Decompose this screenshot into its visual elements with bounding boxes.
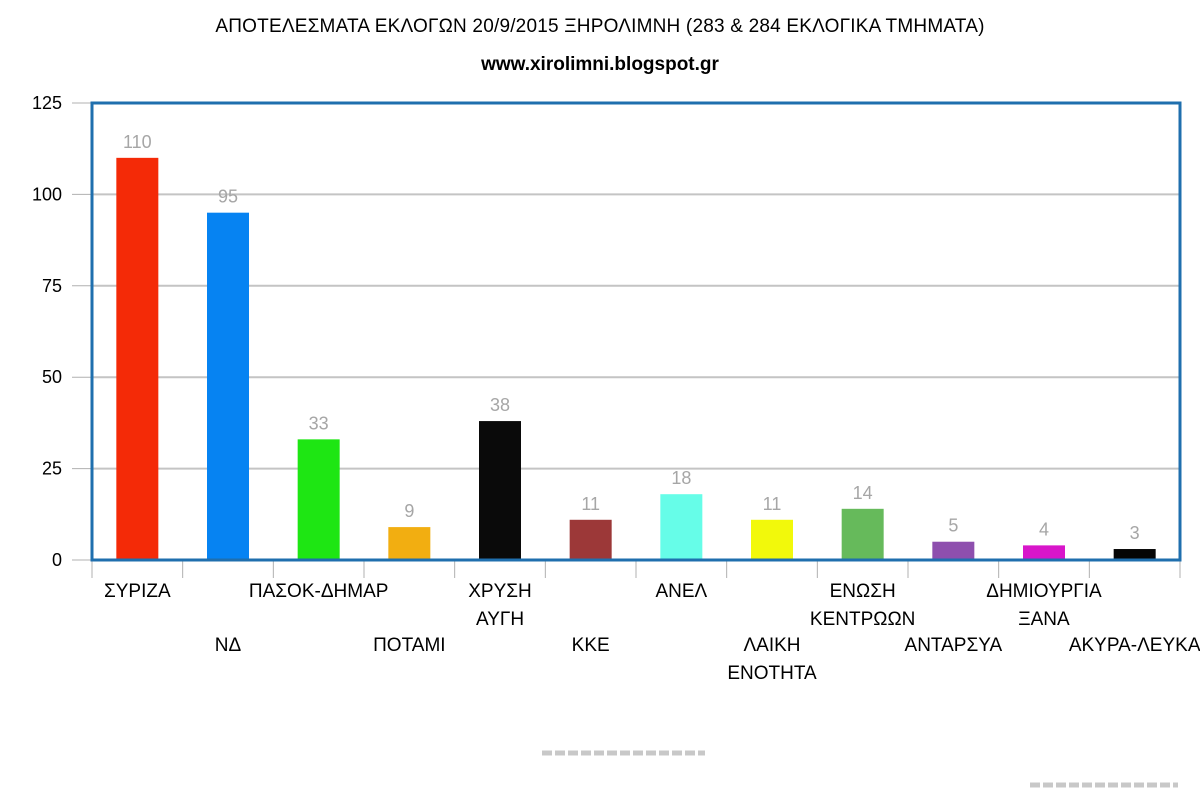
y-tick-label: 75 [42,276,62,296]
data-label: 5 [948,516,958,536]
data-label: 14 [853,483,873,503]
data-label: 95 [218,187,238,207]
bar [479,421,521,560]
x-category-label: ΠΑΣΟΚ-ΔΗΜΑΡ [249,581,389,602]
bar [388,527,431,560]
x-category-label: ΑΥΓΗ [476,609,524,630]
data-label: 9 [404,501,414,521]
x-category-label: ΞΑΝΑ [1018,609,1070,630]
x-category-label: ΕΝΟΤΗΤΑ [727,663,817,684]
y-tick-label: 125 [32,93,62,113]
bar [1023,545,1065,560]
bar [116,157,159,560]
data-label: 33 [309,413,329,433]
x-category-label: ΠΟΤΑΜΙ [373,635,445,656]
bar [207,212,249,560]
x-category-label: ΧΡΥΣΗ [468,581,532,602]
bar [1113,549,1156,560]
x-category-label: ΚΕΝΤΡΩΩΝ [810,609,915,630]
x-category-label: ΑΚΥΡΑ-ΛΕΥΚΑ [1069,635,1200,656]
x-category-label: ΔΗΜΙΟΥΡΓΙΑ [986,581,1102,602]
x-category-label: ΚΚΕ [572,635,610,656]
data-label: 110 [123,132,152,152]
x-category-label: ΕΝΩΣΗ [830,581,896,602]
y-tick-label: 25 [42,459,62,479]
data-label: 38 [490,395,510,415]
y-tick-label: 0 [52,550,62,570]
x-category-label: ΣΥΡΙΖΑ [104,581,171,602]
plot-frame [90,101,1182,562]
data-label: 3 [1130,523,1140,543]
bar [751,519,793,560]
bar [660,494,703,560]
bar [841,508,884,560]
x-category-label: ΝΔ [215,635,242,656]
chart-title: ΑΠΟΤΕΛΕΣΜΑΤΑ ΕΚΛΟΓΩΝ 20/9/2015 ΞΗΡΟΛΙΜΝΗ… [215,16,985,37]
y-tick-label: 50 [42,367,62,387]
bar [932,541,975,560]
x-category-label: ΑΝΤΑΡΣΥΑ [905,635,1003,656]
data-label: 4 [1039,519,1049,539]
chart-subtitle: www.xirolimni.blogspot.gr [481,54,719,75]
bar [569,519,612,560]
y-tick-label: 100 [32,184,62,204]
data-label: 11 [581,494,600,514]
data-label: 11 [763,494,782,514]
x-category-label: ΑΝΕΛ [655,581,707,602]
data-label: 18 [671,468,691,488]
x-category-label: ΛΑΙΚΗ [743,635,800,656]
bar [297,439,340,560]
